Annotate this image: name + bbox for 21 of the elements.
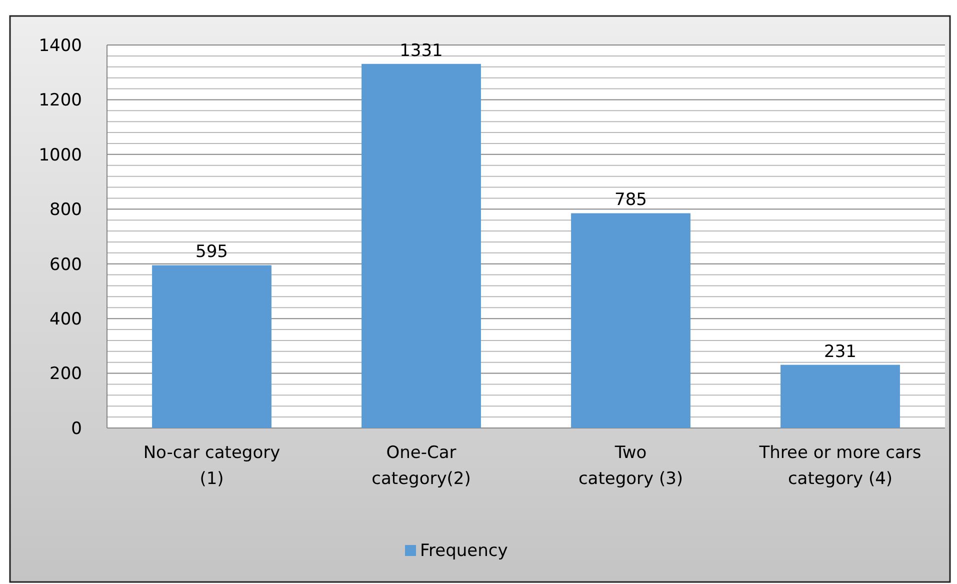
y-tick-label: 600 [50,254,82,275]
x-tick-label: Two category (3) [578,443,684,489]
y-tick-label: 1400 [38,36,82,56]
y-tick-label: 0 [71,418,82,439]
y-tick-label: 1200 [38,90,82,111]
bar [362,64,481,428]
y-tick-label: 1000 [38,145,82,166]
legend-label: Frequency [420,540,508,561]
bar [780,364,900,428]
x-tick-label: One-Car category(2) [372,443,471,489]
data-label: 231 [824,342,856,362]
y-tick-label: 400 [50,310,82,330]
x-tick-label: Three or more cars category (4) [758,443,922,489]
data-label: 1331 [400,40,443,61]
bar [571,213,690,428]
bar [152,265,272,428]
y-tick-label: 200 [50,364,82,384]
data-label: 785 [614,190,647,210]
x-tick-label: No-car category (1) [143,443,280,489]
y-tick-label: 800 [50,200,82,220]
data-label: 595 [196,242,228,262]
